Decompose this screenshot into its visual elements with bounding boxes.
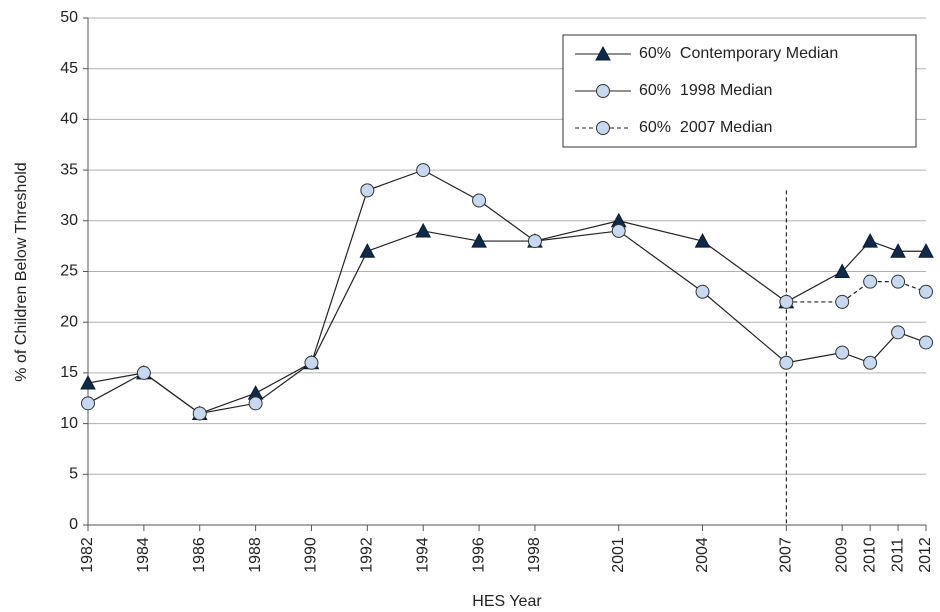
- marker: [136, 365, 151, 380]
- x-tick-label: 2007: [778, 537, 795, 573]
- marker: [416, 163, 431, 178]
- legend-label: 60% Contemporary Median: [639, 45, 838, 62]
- y-tick-label: 20: [60, 313, 78, 330]
- marker: [304, 355, 319, 370]
- legend-label: 60% 2007 Median: [639, 119, 772, 136]
- marker: [918, 243, 934, 258]
- x-tick-label: 2012: [917, 537, 934, 573]
- marker: [359, 243, 376, 258]
- marker: [192, 406, 207, 421]
- marker: [862, 233, 878, 248]
- marker: [80, 374, 96, 390]
- series-line: [786, 281, 927, 303]
- x-tick-label: 1984: [135, 537, 152, 573]
- x-tick-label: 1996: [470, 537, 487, 573]
- x-axis-label: HES Year: [472, 593, 542, 610]
- x-tick-label: 2009: [833, 537, 850, 573]
- marker: [471, 233, 487, 248]
- y-tick-label: 35: [60, 161, 78, 178]
- y-axis-label: % of Children Below Threshold: [13, 162, 30, 381]
- y-tick-label: 40: [60, 111, 78, 128]
- series-line: [87, 220, 926, 415]
- y-tick-label: 15: [60, 364, 78, 381]
- legend-label: 60% 1998 Median: [639, 82, 772, 99]
- y-tick-label: 0: [69, 516, 78, 533]
- marker: [835, 345, 850, 360]
- x-tick-label: 1992: [359, 537, 376, 573]
- x-tick-label: 1986: [191, 537, 208, 573]
- marker: [415, 222, 432, 238]
- y-tick-label: 5: [69, 466, 78, 483]
- y-tick-label: 25: [60, 263, 78, 280]
- marker: [611, 223, 626, 238]
- marker: [779, 355, 794, 370]
- marker: [694, 233, 711, 248]
- marker: [779, 294, 794, 309]
- x-tick-label: 2011: [889, 538, 906, 573]
- marker: [472, 193, 487, 208]
- marker: [81, 396, 95, 411]
- legend-marker: [595, 45, 611, 61]
- y-tick-label: 45: [60, 60, 78, 77]
- x-tick-label: 1998: [526, 537, 543, 573]
- marker: [891, 274, 906, 289]
- y-tick-label: 30: [60, 212, 78, 229]
- legend-marker: [596, 84, 610, 98]
- marker: [835, 294, 850, 309]
- marker: [695, 284, 710, 299]
- marker: [919, 284, 933, 299]
- marker: [863, 355, 878, 370]
- legend-marker: [596, 121, 610, 135]
- x-tick-label: 2010: [861, 537, 878, 573]
- marker: [890, 243, 906, 258]
- marker: [248, 396, 263, 411]
- x-tick-label: 1982: [79, 537, 96, 573]
- legend: 60% Contemporary Median 60% 1998 Median 60…: [562, 34, 917, 148]
- marker: [891, 325, 906, 340]
- marker: [919, 335, 933, 350]
- x-tick-label: 2004: [694, 537, 711, 573]
- x-tick-label: 2001: [610, 537, 627, 573]
- x-tick-label: 1994: [414, 537, 431, 573]
- x-tick-label: 1988: [247, 537, 264, 573]
- marker: [834, 263, 851, 278]
- series-line: [87, 169, 927, 415]
- y-tick-label: 50: [60, 9, 78, 26]
- marker: [863, 274, 878, 289]
- x-tick-label: 1990: [303, 537, 320, 573]
- y-tick-label: 10: [60, 415, 78, 432]
- marker: [360, 183, 375, 198]
- marker: [527, 234, 542, 249]
